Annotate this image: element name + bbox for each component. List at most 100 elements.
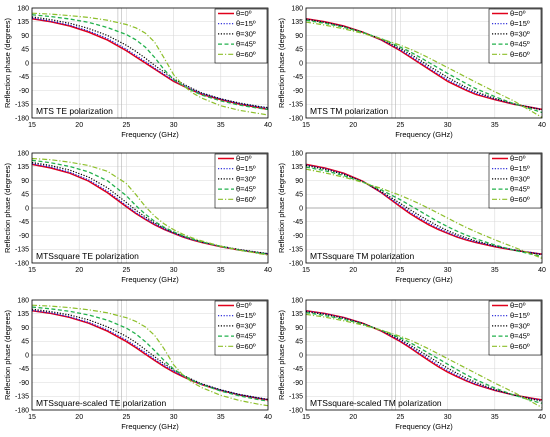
y-axis-label: Reflection phase (degrees): [277, 17, 286, 108]
legend-label: θ=30º: [510, 321, 530, 330]
y-tick-label: -90: [293, 88, 303, 95]
x-tick-label: 40: [264, 122, 272, 129]
y-tick-label: 0: [299, 60, 303, 67]
y-tick-label: 90: [21, 178, 29, 185]
y-tick-label: 45: [295, 339, 303, 346]
x-tick-label: 30: [170, 122, 178, 129]
legend-label: θ=30º: [236, 29, 256, 38]
y-tick-label: -90: [19, 380, 29, 387]
plot-frame: [31, 299, 269, 411]
x-tick-label: 15: [28, 414, 36, 421]
y-tick-label: -45: [19, 219, 29, 226]
series-line-4: [306, 311, 542, 404]
y-axis-label: Reflection phase (degrees): [3, 17, 12, 108]
x-tick-label: 15: [302, 122, 310, 129]
y-tick-label: 90: [21, 33, 29, 40]
legend-box: [214, 300, 268, 356]
y-tick-label: 0: [299, 205, 303, 212]
legend-label: θ=60º: [510, 342, 530, 351]
y-tick-label: 45: [21, 339, 29, 346]
x-tick-label: 20: [75, 122, 83, 129]
legend-label: θ=45º: [236, 185, 256, 194]
y-tick-label: -45: [19, 74, 29, 81]
y-tick-label: -45: [293, 219, 303, 226]
y-tick-label: -135: [15, 102, 29, 109]
y-tick-label: -180: [15, 260, 29, 267]
series-line-4: [32, 306, 268, 402]
series-line-4: [32, 14, 268, 111]
y-tick-label: 0: [25, 205, 29, 212]
y-tick-label: 90: [295, 33, 303, 40]
y-tick-label: -180: [289, 115, 303, 122]
x-tick-label: 35: [491, 267, 499, 274]
legend-label: θ=60º: [236, 342, 256, 351]
y-tick-label: 45: [295, 192, 303, 199]
legend-box: [488, 153, 542, 209]
y-tick-label: 180: [291, 297, 303, 304]
legend-label: θ=0º: [510, 154, 526, 163]
x-tick-label: 25: [397, 122, 405, 129]
series-line-5: [32, 157, 268, 256]
legend-label: θ=15º: [236, 164, 256, 173]
y-tick-label: -90: [293, 233, 303, 240]
y-tick-label: -180: [289, 407, 303, 414]
legend-label: θ=60º: [236, 50, 256, 59]
panel-title: MTS TM polarization: [310, 106, 389, 116]
x-tick-label: 35: [217, 122, 225, 129]
series-line-2: [306, 18, 542, 111]
x-tick-label: 30: [170, 414, 178, 421]
y-tick-label: 0: [25, 352, 29, 359]
legend-label: θ=30º: [236, 321, 256, 330]
y-tick-label: -45: [293, 74, 303, 81]
x-tick-label: 20: [349, 267, 357, 274]
series-line-2: [306, 310, 542, 401]
x-axis-label: Frequency (GHz): [395, 275, 453, 284]
legend-box: [214, 153, 268, 209]
x-axis-label: Frequency (GHz): [121, 130, 179, 139]
panel-title: MTSsquare TM polarization: [310, 251, 415, 261]
y-tick-label: -90: [19, 233, 29, 240]
y-tick-label: 135: [17, 164, 29, 171]
y-tick-label: 180: [17, 297, 29, 304]
legend-label: θ=45º: [236, 332, 256, 341]
x-tick-label: 25: [397, 267, 405, 274]
x-tick-label: 40: [538, 122, 546, 129]
legend-label: θ=0º: [236, 154, 252, 163]
y-axis-label: Reflection phase (degrees): [277, 309, 286, 400]
legend-label: θ=30º: [236, 174, 256, 183]
plot-frame: [305, 299, 543, 411]
x-tick-label: 20: [75, 414, 83, 421]
series-line-5: [306, 168, 542, 259]
legend-label: θ=60º: [510, 195, 530, 204]
legend-label: θ=60º: [510, 50, 530, 59]
series-line-2: [32, 17, 268, 109]
legend-label: θ=15º: [236, 311, 256, 320]
series-line-3: [306, 164, 542, 256]
legend-label: θ=0º: [510, 301, 526, 310]
legend-label: θ=15º: [510, 311, 530, 320]
x-tick-label: 25: [123, 267, 131, 274]
series-line-5: [306, 313, 542, 409]
y-tick-label: -135: [15, 394, 29, 401]
y-tick-label: 0: [25, 60, 29, 67]
x-tick-label: 35: [491, 414, 499, 421]
series-line-5: [306, 21, 542, 118]
legend-label: θ=60º: [236, 195, 256, 204]
panel-title: MTSsquare-scaled TE polarization: [36, 398, 167, 408]
series-line-5: [32, 12, 268, 116]
legend-box: [488, 8, 542, 64]
x-tick-label: 25: [397, 414, 405, 421]
y-tick-label: -135: [15, 247, 29, 254]
panel-title: MTSsquare-scaled TM polarization: [310, 398, 442, 408]
y-tick-label: -180: [15, 407, 29, 414]
y-tick-label: 90: [21, 325, 29, 332]
x-tick-label: 30: [170, 267, 178, 274]
series-line-3: [306, 18, 542, 111]
x-tick-label: 20: [349, 414, 357, 421]
panel-title: MTS TE polarization: [36, 106, 113, 116]
y-tick-label: 180: [291, 5, 303, 12]
